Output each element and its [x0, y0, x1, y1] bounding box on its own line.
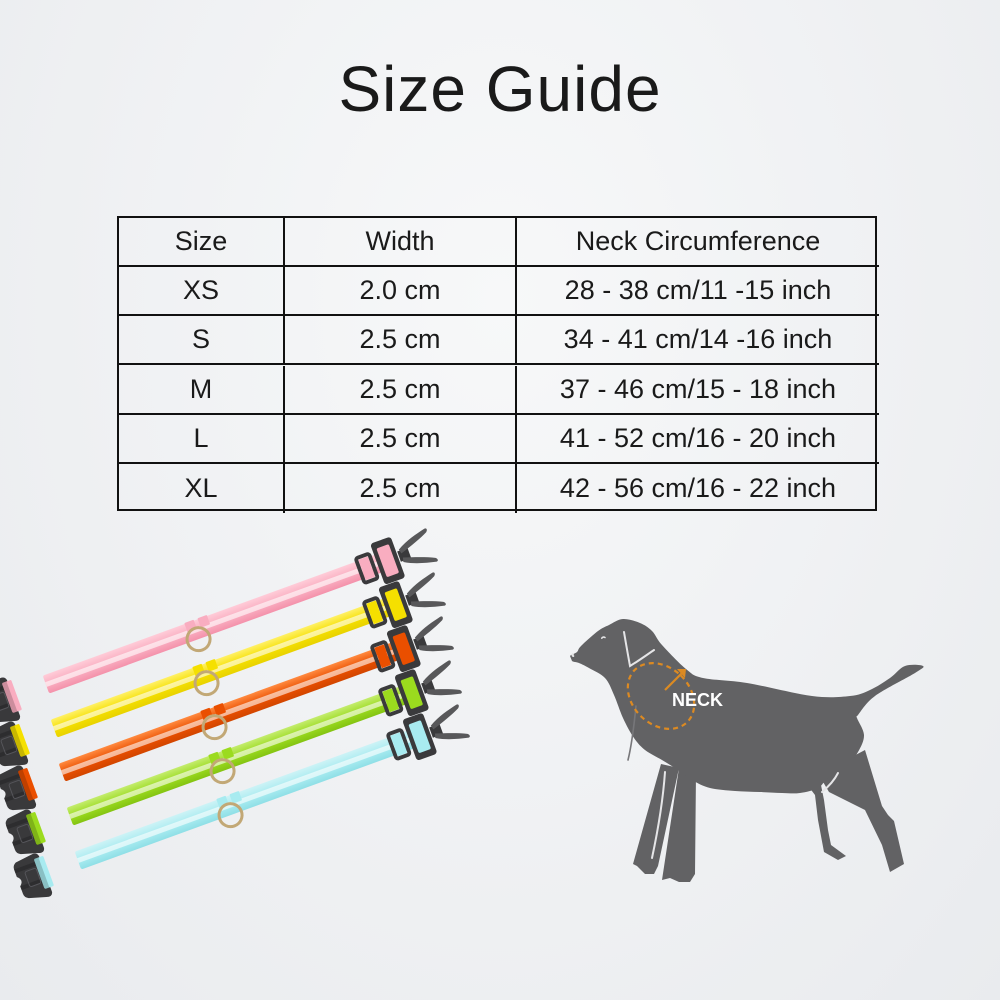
svg-text:NECK: NECK	[672, 690, 723, 710]
